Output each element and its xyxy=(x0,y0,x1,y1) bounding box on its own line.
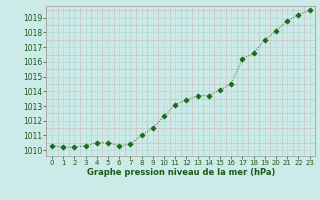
X-axis label: Graphe pression niveau de la mer (hPa): Graphe pression niveau de la mer (hPa) xyxy=(87,168,275,177)
